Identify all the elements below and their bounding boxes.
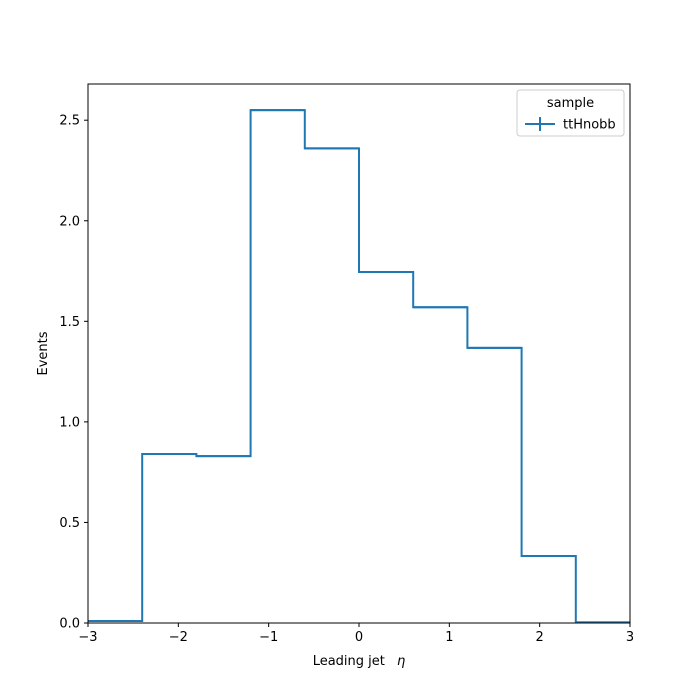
x-tick-label: −2 <box>169 630 188 645</box>
x-axis-label-text: Leading jet <box>313 654 385 669</box>
series-layer <box>88 109 630 624</box>
y-axis-label: Events <box>36 331 51 375</box>
y-tick-label: 2.0 <box>59 214 80 229</box>
legend: sample ttHnobb <box>516 89 625 137</box>
legend-title: sample <box>547 96 594 111</box>
legend-entry-label: ttHnobb <box>563 118 616 133</box>
x-tick-label: −3 <box>78 630 97 645</box>
x-axis-ticks: −3 −2 −1 0 1 2 3 <box>78 623 634 645</box>
x-axis-label: Leading jet η <box>313 654 406 669</box>
legend-entries: ttHnobb <box>525 117 616 133</box>
x-tick-label: 2 <box>536 630 544 645</box>
legend-entry: ttHnobb <box>525 117 616 133</box>
y-axis-ticks: 0.0 0.5 1.0 1.5 2.0 2.5 <box>59 114 88 632</box>
y-tick-label: 1.5 <box>59 315 80 330</box>
y-tick-label: 1.0 <box>59 415 80 430</box>
series-step-line <box>88 109 630 624</box>
x-tick-label: −1 <box>259 630 278 645</box>
y-tick-label: 0.5 <box>59 516 80 531</box>
x-tick-label: 1 <box>445 630 453 645</box>
y-tick-label: 0.0 <box>59 617 80 632</box>
y-tick-label: 2.5 <box>59 114 80 129</box>
x-axis-label-symbol: η <box>397 654 405 669</box>
x-tick-label: 3 <box>626 630 634 645</box>
x-tick-label: 0 <box>355 630 363 645</box>
